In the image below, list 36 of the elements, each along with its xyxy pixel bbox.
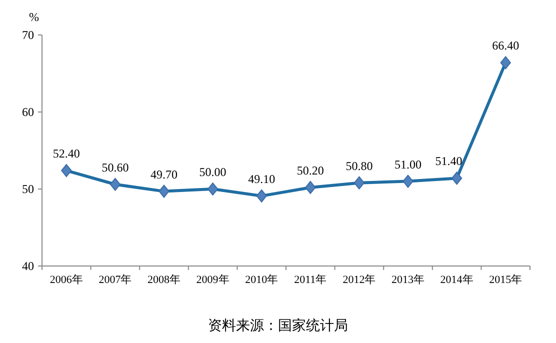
point [110,178,120,191]
x-tick-label: 2012年 [342,274,376,286]
point [256,189,267,202]
point [452,172,462,185]
x-tick-label: 2013年 [392,274,424,286]
x-tick-label: 2011年 [294,274,327,286]
data-label: 50.80 [346,158,373,173]
data-label: 51.40 [435,154,462,168]
x-tick-label: 2014年 [440,274,474,286]
data-label: 50.60 [102,160,129,174]
point [305,180,316,194]
data-label: 66.40 [492,38,520,53]
point [158,184,170,198]
x-tick-label: 2009年 [196,274,230,286]
y-tick-label: 40 [22,259,34,273]
y-tick-label: 60 [22,105,34,119]
y-axis-title: % [29,10,39,24]
x-tick-label: 2008年 [148,274,180,286]
data-label: 50.20 [296,163,324,178]
point [402,174,414,188]
text: 资料来源：国家统计局 [208,317,348,333]
data-label: 51.00 [394,157,422,172]
data-label: 49.10 [248,172,276,186]
point [354,176,364,190]
x-tick-label: 2007年 [98,274,132,286]
x-tick-label: 2015年 [489,274,522,286]
point [208,182,218,196]
data-label: 50.00 [199,165,226,179]
point [500,56,511,70]
x-tick-label: 2010年 [245,274,278,286]
data-label: 49.70 [150,167,178,182]
data-label: 52.40 [52,146,80,161]
y-tick-label: 50 [22,182,34,196]
point [61,164,72,178]
y-tick-label: 70 [22,28,34,42]
x-tick-label: 2006年 [50,274,83,286]
